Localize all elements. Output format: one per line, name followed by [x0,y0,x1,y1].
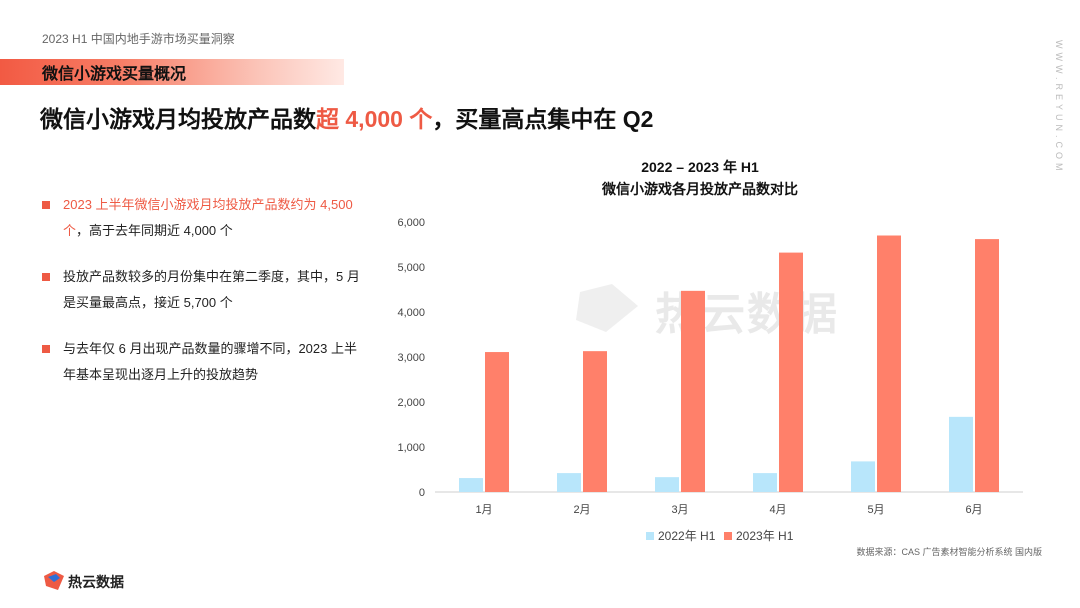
bar-2023-5 [877,235,901,492]
watermark-logo-icon [576,284,638,332]
legend-swatch [724,532,732,540]
headline-highlight: 超 4,000 个 [316,106,433,132]
headline-part2: ，买量高点集中在 Q2 [432,106,654,132]
bullet-text: 与去年仅 6 月出现产品数量的骤增不同，2023 上半年基本呈现出逐月上升的投放… [63,341,357,382]
bar-2022-2 [557,473,581,492]
section-title: 微信小游戏买量概况 [42,66,187,83]
bar-2023-4 [779,252,803,492]
x-tick-label: 2月 [573,504,590,516]
y-tick-label: 6,000 [397,217,425,229]
bar-2022-4 [753,473,777,492]
bar-2023-2 [583,351,607,492]
x-tick-label: 3月 [671,504,688,516]
data-source: 数据来源：CAS 广告素材智能分析系统 国内版 [856,547,1042,557]
bullet-text: 投放产品数较多的月份集中在第二季度，其中，5 月是买量最高点，接近 5,700 … [63,269,360,310]
bar-2023-1 [485,352,509,492]
bar-2022-6 [949,416,973,492]
bullet-highlight: 2023 上半年微信小游戏月均投放产品数约为 4,500 个 [63,197,353,238]
bullet-list: 2023 上半年微信小游戏月均投放产品数约为 4,500 个，高于去年同期近 4… [42,192,362,408]
x-tick-label: 5月 [867,504,884,516]
bar-2023-3 [681,290,705,492]
legend-swatch [646,532,654,540]
bar-chart: 0 1,000 2,000 3,000 4,000 5,000 6,000 1月 2月 3月 4月 5… [397,217,1023,543]
bullet-marker [42,201,50,209]
bullet-marker [42,273,50,281]
y-tick-label: 3,000 [397,352,425,364]
y-tick-label: 5,000 [397,262,425,274]
x-tick-label: 6月 [965,504,982,516]
brand-logo-icon [44,571,64,590]
side-watermark: WWW.REYUN.COM [1054,40,1064,175]
x-tick-label: 1月 [475,504,492,516]
legend-label: 2023年 H1 [736,529,794,543]
bar-2022-5 [851,461,875,492]
report-title: 2023 H1 中国内地手游市场买量洞察 [42,32,235,46]
y-tick-label: 2,000 [397,397,425,409]
bullet-item-3: 与去年仅 6 月出现产品数量的骤增不同，2023 上半年基本呈现出逐月上升的投放… [42,336,362,388]
bullet-item-1: 2023 上半年微信小游戏月均投放产品数约为 4,500 个，高于去年同期近 4… [42,192,362,244]
bar-2022-1 [459,478,483,492]
y-tick-label: 1,000 [397,442,425,454]
bar-2022-3 [655,477,679,492]
bullet-marker [42,345,50,353]
page-headline: 微信小游戏月均投放产品数超 4,000 个，买量高点集中在 Q2 [40,100,653,134]
chart-title: 2022 – 2023 年 H1 微信小游戏各月投放产品数对比 [520,156,880,200]
bullet-text: ，高于去年同期近 4,000 个 [76,223,233,238]
x-tick-label: 4月 [769,504,786,516]
legend-label: 2022年 H1 [658,529,716,543]
section-bar [0,59,344,85]
y-tick-label: 4,000 [397,307,425,319]
footer-brand: 热云数据 [68,574,124,590]
headline-part1: 微信小游戏月均投放产品数 [40,106,316,132]
chart-title-line1: 2022 – 2023 年 H1 [641,159,759,175]
bar-2023-6 [975,239,999,492]
bullet-item-2: 投放产品数较多的月份集中在第二季度，其中，5 月是买量最高点，接近 5,700 … [42,264,362,316]
y-tick-label: 0 [419,487,425,499]
chart-title-line2: 微信小游戏各月投放产品数对比 [602,181,798,197]
